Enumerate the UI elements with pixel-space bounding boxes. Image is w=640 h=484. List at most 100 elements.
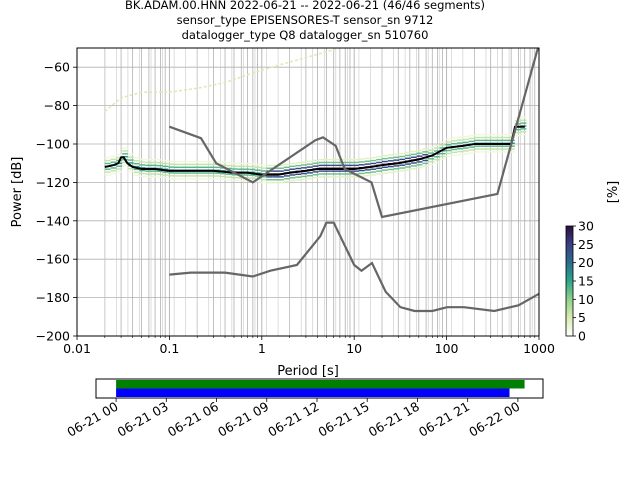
heatmap-cell: [145, 158, 152, 161]
heatmap-cell: [364, 157, 371, 160]
heatmap-cell: [283, 175, 290, 177]
heatmap-cell: [347, 158, 354, 161]
heatmap-cell: [433, 147, 440, 149]
heatmap-cell: [231, 162, 238, 164]
heatmap-cell: [231, 174, 238, 176]
timeline-tick-label: 06-21 15: [316, 399, 372, 440]
heatmap-cell: [382, 160, 388, 163]
heatmap-cell: [376, 161, 383, 164]
heatmap-cell: [116, 168, 123, 170]
heatmap-cell: [445, 152, 452, 155]
series-NHNM: [169, 48, 539, 219]
heatmap-cell: [457, 136, 463, 138]
heatmap-cell: [306, 177, 313, 180]
heatmap-cell: [243, 180, 250, 182]
heatmap-cell: [520, 119, 527, 121]
heatmap-cell: [480, 145, 486, 147]
heatmap-cell: [237, 168, 244, 170]
heatmap-cell: [197, 163, 203, 166]
heatmap-cell: [399, 167, 406, 169]
heatmap-cell: [324, 173, 331, 175]
heatmap-cell: [237, 177, 244, 179]
heatmap-cell: [306, 175, 313, 177]
heatmap-cell: [520, 122, 527, 124]
heatmap-cell: [260, 164, 267, 166]
heatmap-cell: [272, 164, 279, 167]
heatmap-cell: [110, 155, 117, 158]
heatmap-cell: [197, 178, 203, 180]
heatmap-cell: [208, 166, 215, 168]
heatmap-cell: [393, 170, 400, 173]
heatmap-cell: [162, 168, 169, 170]
heatmap-cell: [324, 176, 331, 178]
heatmap-cell: [266, 164, 273, 167]
heatmap-cell: [104, 171, 111, 173]
heatmap-cell: [341, 161, 348, 164]
heatmap-cell: [145, 176, 152, 178]
heatmap-cell: [174, 166, 180, 168]
title-line-3: datalogger_type Q8 datalogger_sn 510760: [182, 28, 429, 42]
heatmap-cell: [376, 158, 383, 161]
heatmap-cell: [214, 160, 221, 163]
heatmap-cell: [330, 158, 336, 161]
heatmap-cell: [179, 175, 186, 177]
heatmap-cell: [208, 178, 215, 180]
heatmap-cell: [133, 165, 140, 168]
heatmap-cell: [243, 168, 250, 170]
heatmap-cell: [474, 151, 481, 153]
heatmap-cell: [358, 172, 365, 175]
heatmap-cell: [335, 164, 342, 167]
heatmap-cell: [295, 173, 302, 175]
heatmap-cell: [405, 154, 411, 157]
heatmap-cell: [509, 148, 515, 150]
heatmap-cell: [491, 151, 498, 153]
heatmap-cell: [480, 133, 486, 136]
heatmap-cell: [503, 136, 510, 139]
heatmap-cell: [491, 148, 498, 150]
heatmap-cell: [410, 165, 417, 167]
heatmap-cell: [428, 160, 434, 163]
heatmap-cell: [364, 174, 371, 177]
heatmap-cell: [254, 166, 261, 169]
heatmap-cell: [457, 148, 463, 150]
heatmap-cell: [243, 165, 250, 168]
heatmap-cell: [122, 153, 128, 155]
heatmap-cell: [266, 179, 273, 181]
x-tick-label: 10: [346, 341, 362, 356]
y-tick-label: −140: [36, 213, 70, 228]
heatmap-cell: [133, 157, 140, 159]
heatmap-cell: [237, 162, 244, 165]
heatmap-cell: [376, 173, 383, 175]
heatmap-cell: [364, 172, 371, 174]
heatmap-cell: [214, 178, 221, 180]
heatmap-cell: [347, 176, 354, 178]
heatmap-cell: [220, 172, 227, 175]
x-tick-label: 1000: [523, 341, 555, 356]
heatmap-cell: [133, 171, 140, 174]
heatmap-cell: [480, 148, 486, 150]
heatmap-cell: [462, 141, 469, 144]
heatmap-cell: [122, 164, 128, 167]
heatmap-cell: [382, 155, 388, 157]
heatmap-cell: [497, 145, 504, 147]
heatmap-cell: [451, 140, 458, 142]
heatmap-cell: [480, 151, 486, 153]
heatmap-cell: [410, 168, 417, 170]
heatmap-cell: [312, 174, 319, 176]
heatmap-cell: [202, 163, 209, 166]
heatmap-cell: [330, 173, 336, 175]
timeline-tick-label: 06-21 18: [366, 399, 422, 440]
heatmap-cell: [226, 161, 232, 164]
heatmap-cell: [330, 164, 336, 167]
heatmap-cell: [133, 162, 140, 165]
heatmap-cell: [422, 165, 429, 167]
heatmap-cell: [485, 148, 492, 150]
heatmap-cell: [428, 146, 434, 149]
heatmap-cell: [312, 171, 319, 173]
heatmap-cell: [110, 167, 117, 169]
heatmap-cell: [503, 148, 510, 150]
heatmap-cell: [295, 167, 302, 170]
heatmap-cell: [104, 174, 111, 176]
